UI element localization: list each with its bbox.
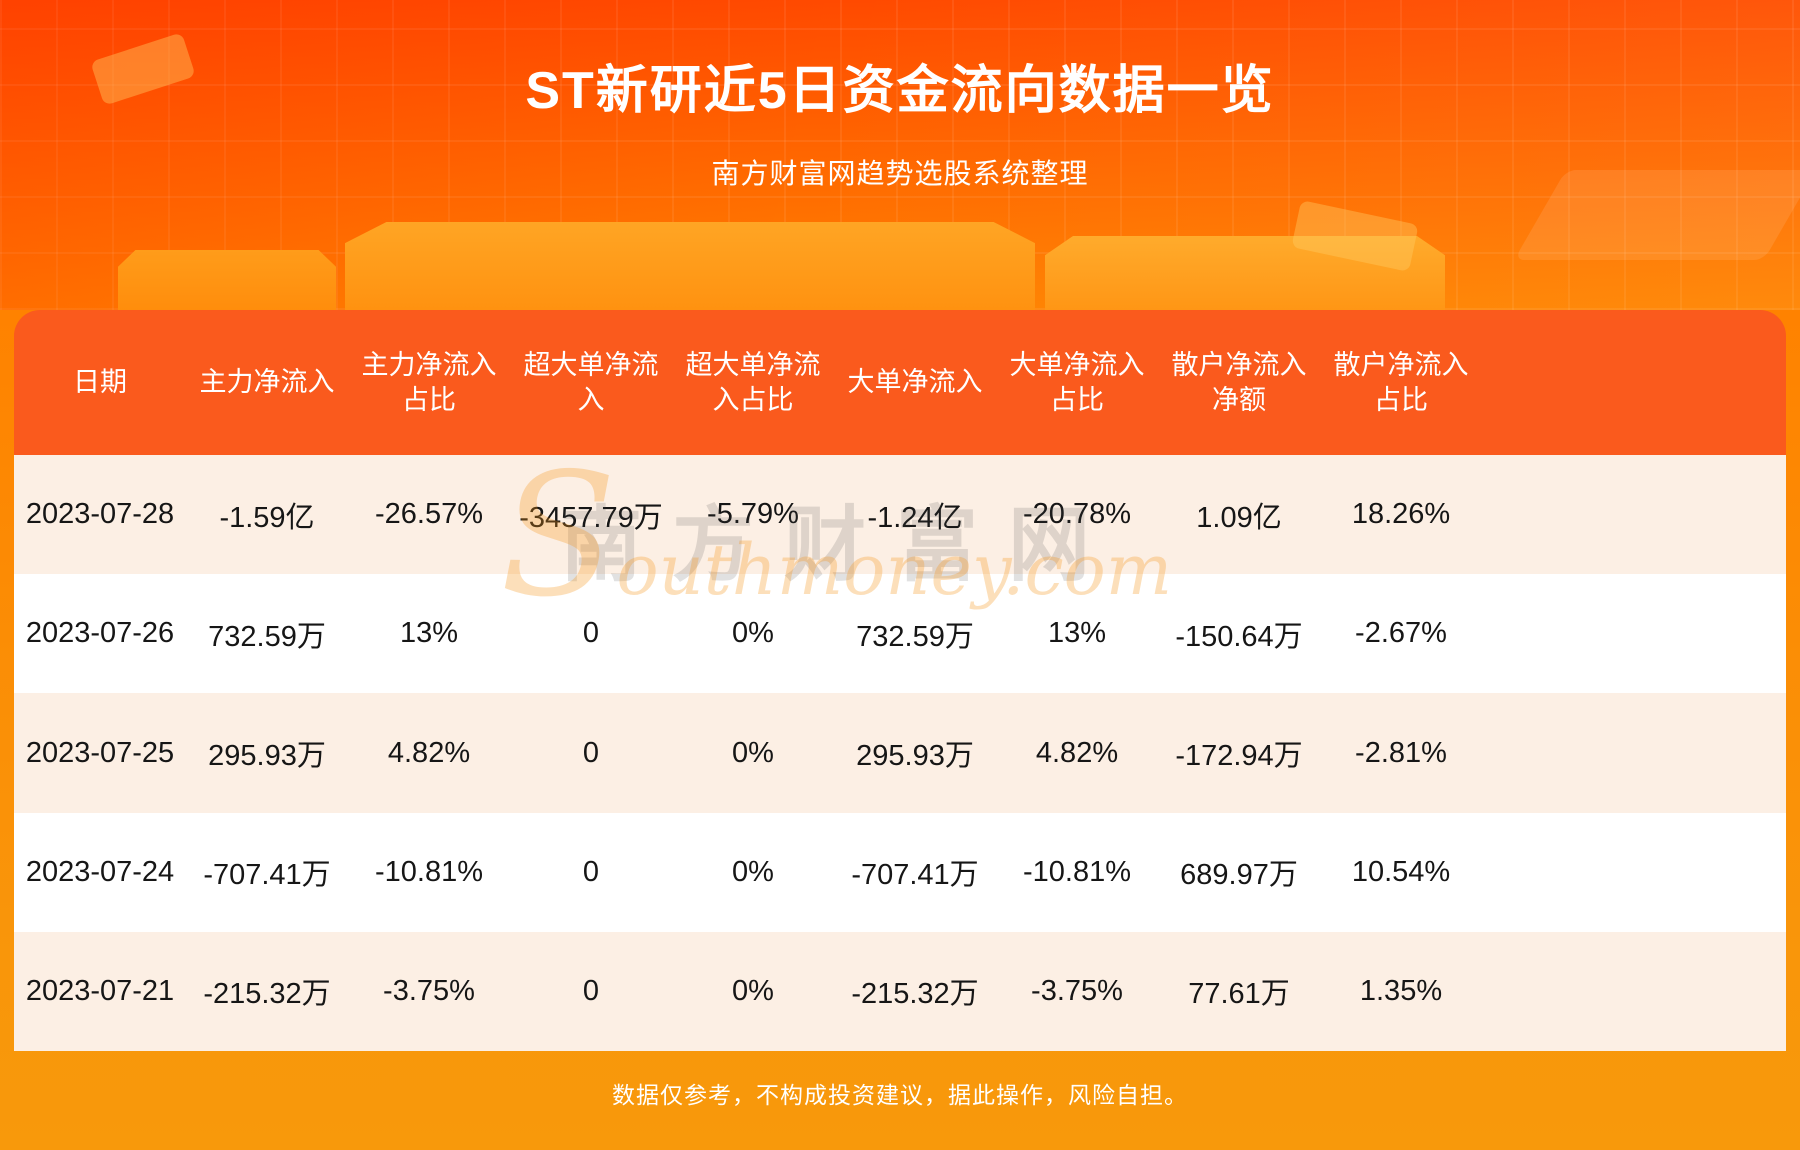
value-cell: 0: [582, 974, 600, 1007]
value-cell: 4.82%: [1035, 736, 1119, 769]
decor-podium-center: [345, 222, 1035, 310]
value-cell: -3457.79万: [519, 501, 663, 534]
column-header-line: 占比: [1050, 384, 1104, 415]
decor-podium-left: [118, 250, 336, 310]
value-cell: 0: [582, 855, 600, 888]
date-cell: 2023-07-28: [25, 498, 175, 531]
value-cell: -10.81%: [1022, 855, 1131, 888]
column-header-line: 超大单净流: [523, 349, 659, 380]
column-header-line: 占比: [402, 384, 456, 415]
column-header-line: 入占比: [712, 384, 794, 415]
value-cell: -3.75%: [383, 974, 475, 1007]
column-header: 日期: [14, 365, 186, 400]
table-row: 2023-07-24 -707.41万 -10.81% 0 0% -707.41万 -10.…: [14, 812, 1786, 932]
table-row: 2023-07-21 -215.32万 -3.75% 0 0% -215.32万 -3.75…: [14, 931, 1786, 1051]
value-cell: -172.94万: [1175, 740, 1303, 772]
column-header-line: 大单净流入: [1009, 349, 1145, 380]
value-cell: -1.59亿: [219, 501, 315, 534]
page-subtitle: 南方财富网趋势选股系统整理: [711, 158, 1089, 189]
date-cell: 2023-07-21: [25, 974, 175, 1007]
value-cell: 295.93万: [856, 740, 974, 772]
value-cell: 18.26%: [1351, 498, 1451, 531]
value-cell: -2.67%: [1355, 617, 1447, 650]
value-cell: 4.82%: [387, 736, 471, 769]
column-header-line: 散户净流入: [1171, 349, 1307, 380]
value-cell: 732.59万: [856, 620, 974, 653]
value-cell: 295.93万: [208, 740, 326, 772]
value-cell: 0: [582, 736, 600, 769]
value-cell: 1.09亿: [1196, 501, 1282, 534]
column-header: 超大单净流 入占比: [672, 348, 834, 418]
column-header-line: 占比: [1374, 384, 1428, 415]
column-header-line: 入: [577, 384, 605, 415]
value-cell: 0%: [732, 974, 774, 1007]
value-cell: 0%: [732, 855, 774, 888]
table-row: 2023-07-25 295.93万 4.82% 0 0% 295.93万 4.82% -17…: [14, 693, 1786, 813]
table-row: 2023-07-28 -1.59亿 -26.57% -3457.79万 -5.79% -1…: [14, 455, 1786, 575]
value-cell: 1.35%: [1359, 974, 1443, 1007]
date-cell: 2023-07-25: [25, 736, 175, 769]
fund-flow-table: 日期 主力净流入 主力净流入 占比 超大单净流入超大单净流 入占比 大单净流入 大单净流入 占比…: [14, 310, 1786, 1051]
column-header: 主力净流入: [186, 365, 348, 400]
hero-banner: ST新研近5日资金流向数据一览 南方财富网趋势选股系统整理: [0, 0, 1800, 310]
column-header-line: 超大单净流: [685, 349, 821, 380]
table-body: 2023-07-28 -1.59亿 -26.57% -3457.79万 -5.79% -1…: [14, 455, 1786, 1051]
value-cell: 10.54%: [1351, 855, 1451, 888]
value-cell: -26.57%: [374, 498, 483, 531]
value-cell: 732.59万: [208, 620, 326, 653]
column-header: 大单净流入 占比: [996, 348, 1158, 418]
column-header-line: 日期: [73, 367, 127, 397]
table-row: 2023-07-26 732.59万 13% 0 0% 732.59万 13% -150.64…: [14, 574, 1786, 694]
value-cell: -10.81%: [374, 855, 483, 888]
value-cell: 13%: [399, 617, 459, 650]
value-cell: -5.79%: [707, 498, 799, 531]
value-cell: -215.32万: [203, 978, 331, 1011]
value-cell: -707.41万: [203, 859, 331, 892]
column-header: 超大单净流入: [510, 348, 672, 418]
value-cell: -150.64万: [1175, 620, 1303, 653]
column-header-line: 大单净流入: [847, 367, 983, 397]
value-cell: -2.81%: [1355, 736, 1447, 769]
column-header-line: 主力净流入: [361, 349, 497, 380]
value-cell: -3.75%: [1031, 974, 1123, 1007]
value-cell: -215.32万: [851, 978, 979, 1011]
value-cell: 77.61万: [1188, 978, 1290, 1011]
page-title: ST新研近5日资金流向数据一览: [525, 62, 1275, 120]
table-header-row: 日期 主力净流入 主力净流入 占比 超大单净流入超大单净流 入占比 大单净流入 大单净流入 占比…: [14, 310, 1786, 455]
column-header: 散户净流入 占比: [1320, 348, 1482, 418]
value-cell: 0%: [732, 736, 774, 769]
decor-podium-right: [1045, 236, 1445, 310]
disclaimer-text: 数据仅参考，不构成投资建议，据此操作，风险自担。: [612, 1082, 1188, 1108]
value-cell: 0: [582, 617, 600, 650]
value-cell: 13%: [1047, 617, 1107, 650]
column-header: 大单净流入: [834, 365, 996, 400]
date-cell: 2023-07-24: [25, 855, 175, 888]
date-cell: 2023-07-26: [25, 617, 175, 650]
value-cell: 689.97万: [1180, 859, 1298, 892]
column-header-line: 净额: [1212, 384, 1266, 415]
column-header-line: 主力净流入: [199, 367, 335, 397]
column-header: 散户净流入 净额: [1158, 348, 1320, 418]
column-header: 主力净流入 占比: [348, 348, 510, 418]
value-cell: -20.78%: [1022, 498, 1131, 531]
value-cell: -1.24亿: [867, 501, 963, 534]
value-cell: -707.41万: [851, 859, 979, 892]
value-cell: 0%: [732, 617, 774, 650]
column-header-line: 散户净流入: [1333, 349, 1469, 380]
